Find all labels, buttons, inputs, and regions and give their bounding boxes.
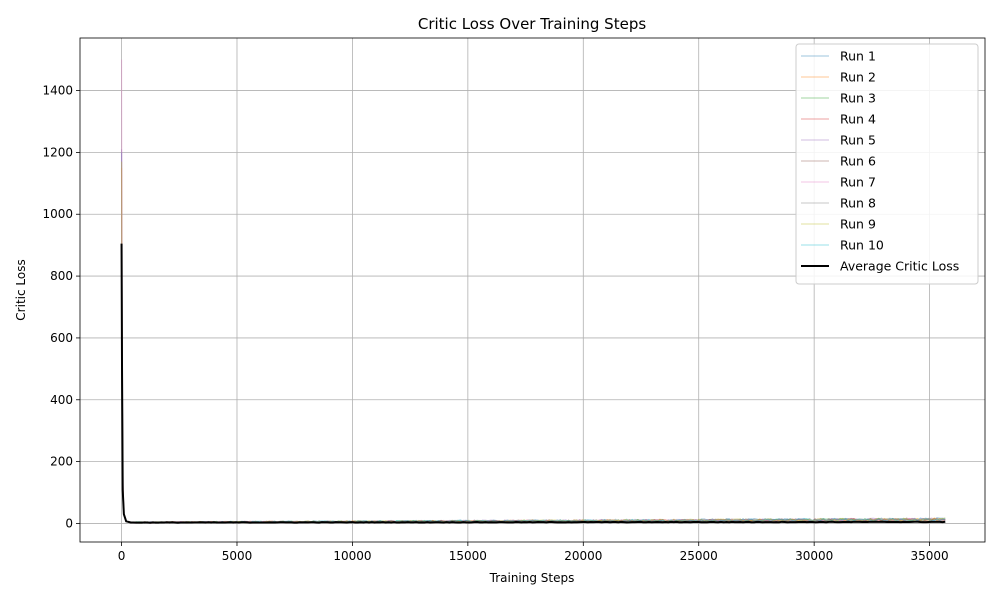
x-tick-label: 10000 <box>333 549 371 563</box>
y-tick-label: 400 <box>50 393 73 407</box>
legend-label: Average Critic Loss <box>840 259 959 274</box>
legend-box <box>795 43 979 285</box>
legend-label: Run 1 <box>840 49 876 64</box>
legend-label: Run 2 <box>840 70 876 85</box>
legend-label: Run 8 <box>840 196 876 211</box>
series-line-average-critic-loss <box>120 243 946 524</box>
x-tick-label: 30000 <box>795 549 833 563</box>
y-tick-label: 800 <box>50 269 73 283</box>
legend: Run 1 Run 2 Run 3 Run 4 Run 5 Run 6 Run 7 Run 8… <box>795 43 979 285</box>
x-axis-label: Training Steps <box>489 571 575 585</box>
x-tick-label: 0 <box>118 549 126 563</box>
series-lines <box>120 59 946 524</box>
x-axis-ticks: 0 5000 10000 15000 20000 25000 30000 35000 <box>118 542 949 563</box>
legend-label: Run 9 <box>840 217 876 232</box>
y-tick-label: 600 <box>50 331 73 345</box>
legend-label: Run 10 <box>840 238 884 253</box>
x-tick-label: 25000 <box>680 549 718 563</box>
legend-label: Run 7 <box>840 175 876 190</box>
x-tick-label: 35000 <box>910 549 948 563</box>
series-line-run-10 <box>120 288 946 524</box>
x-tick-label: 15000 <box>449 549 487 563</box>
chart-title: Critic Loss Over Training Steps <box>418 15 646 33</box>
legend-label: Run 6 <box>840 154 876 169</box>
y-axis-ticks: 0 200 400 600 800 1000 1200 1400 <box>42 84 80 530</box>
y-tick-label: 200 <box>50 455 73 469</box>
y-axis-label: Critic Loss <box>14 259 28 320</box>
x-tick-label: 5000 <box>222 549 253 563</box>
plot-frame <box>79 37 986 543</box>
y-tick-label: 1000 <box>42 207 73 221</box>
x-tick-label: 20000 <box>564 549 602 563</box>
y-tick-label: 0 <box>65 516 73 530</box>
y-tick-label: 1200 <box>42 145 73 159</box>
y-tick-label: 1400 <box>42 84 73 98</box>
legend-label: Run 3 <box>840 91 876 106</box>
legend-label: Run 4 <box>840 112 876 127</box>
legend-label: Run 5 <box>840 133 876 148</box>
